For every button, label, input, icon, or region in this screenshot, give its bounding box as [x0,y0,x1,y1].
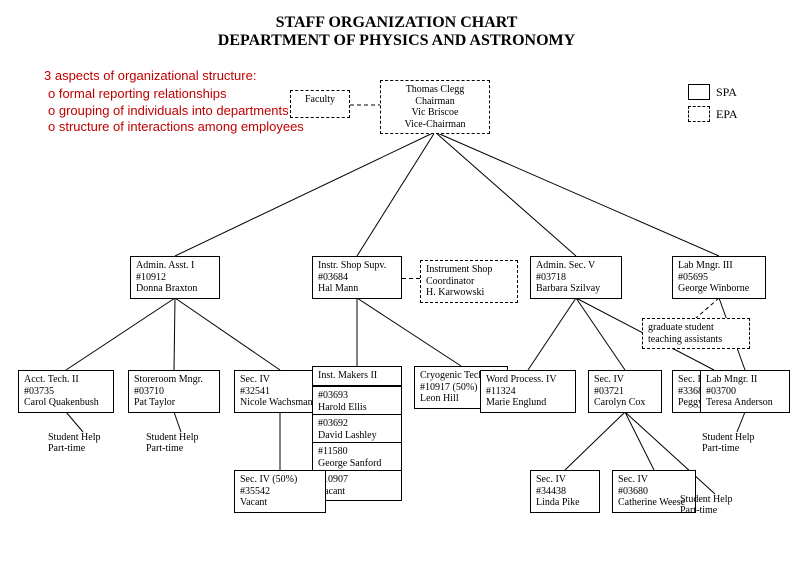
node-admin1: Admin. Asst. I#10912Donna Braxton [130,256,220,299]
node-sec2: Sec. IV#03721Carolyn Cox [588,370,662,413]
node-labmgr2: Lab Mngr. II#03700Teresa Anderson [700,370,790,413]
node-labmgr3: Lab Mngr. III#05695George Winborne [672,256,766,299]
leaf-sh3: Student HelpPart-time [702,432,755,454]
node-gradta: graduate studentteaching assistants [642,318,750,349]
node-makers: Inst. Makers II [312,366,402,386]
node-acct: Acct. Tech. II#03735Carol Quakenbush [18,370,114,413]
node-mk1: #03693Harold Ellis [312,386,402,417]
node-shopsupv: Instr. Shop Supv.#03684Hal Mann [312,256,402,299]
leaf-sh4: Student HelpPart-time [680,494,733,516]
node-store: Storeroom Mngr.#03710Pat Taylor [128,370,220,413]
node-chair: Thomas CleggChairmanVic BriscoeVice-Chai… [380,80,490,134]
leaf-sh1: Student HelpPart-time [48,432,101,454]
node-adminsec: Admin. Sec. V#03718Barbara Szilvay [530,256,622,299]
node-mk2: #03692David Lashley [312,414,402,445]
node-word: Word Process. IV#11324Marie Englund [480,370,576,413]
node-sec50: Sec. IV (50%)#35542Vacant [234,470,326,513]
leaf-sh2: Student HelpPart-time [146,432,199,454]
node-secpike: Sec. IV#34438Linda Pike [530,470,600,513]
node-shopcoord: Instrument ShopCoordinatorH. Karwowski [420,260,518,303]
node-mk3: #11580George Sanford [312,442,402,473]
node-faculty: Faculty [290,90,350,118]
